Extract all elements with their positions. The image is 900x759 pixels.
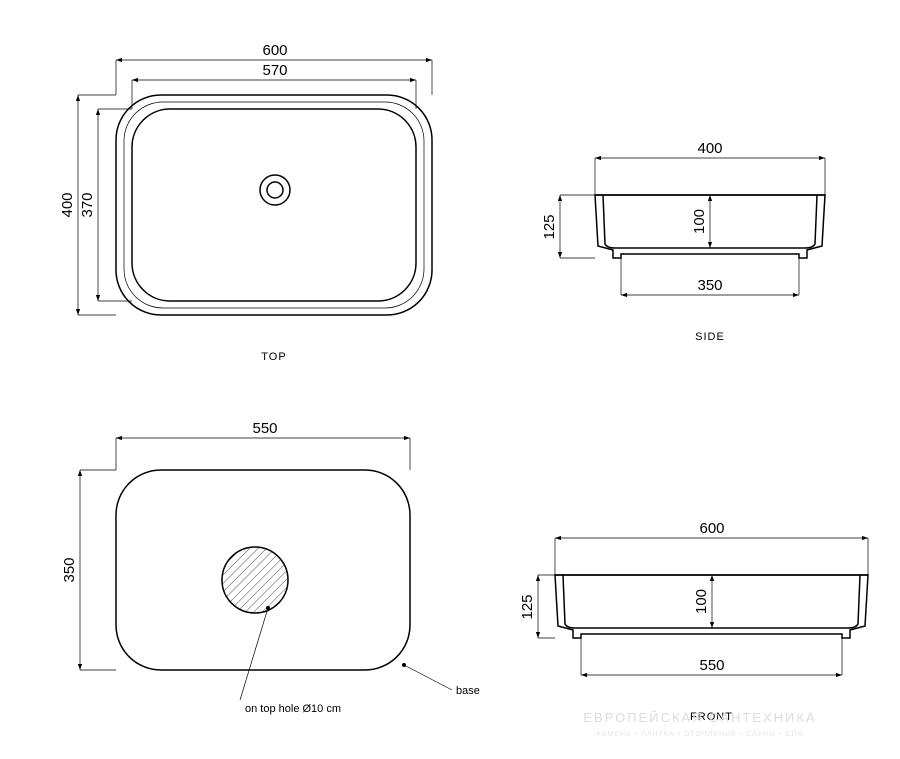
svg-text:570: 570 xyxy=(262,62,287,79)
svg-text:100: 100 xyxy=(693,589,710,614)
svg-text:600: 600 xyxy=(262,42,287,59)
svg-text:550: 550 xyxy=(252,420,277,437)
base-view xyxy=(116,470,410,670)
svg-text:350: 350 xyxy=(61,557,78,582)
svg-text:125: 125 xyxy=(519,594,536,619)
svg-text:370: 370 xyxy=(79,192,96,217)
side-view-label: SIDE xyxy=(695,331,725,343)
top-view-label: TOP xyxy=(261,351,286,363)
svg-text:125: 125 xyxy=(541,214,558,239)
svg-text:400: 400 xyxy=(697,140,722,157)
front-view xyxy=(555,575,868,638)
svg-text:350: 350 xyxy=(697,277,722,294)
svg-text:600: 600 xyxy=(699,520,724,537)
base-label: base xyxy=(456,685,480,697)
svg-text:400: 400 xyxy=(59,192,76,217)
top-view xyxy=(116,95,432,315)
svg-text:100: 100 xyxy=(691,209,708,234)
svg-text:550: 550 xyxy=(699,657,724,674)
watermark-line2: КАМЕНЬ • ПЛИТКА • ОТОПЛЕНИЕ • САУНЫ • СП… xyxy=(597,731,804,738)
watermark-line1: ЕВРОПЕЙСКАЯ САНТЕХНИКА xyxy=(583,710,816,725)
technical-drawing: 600570400370TOP400350125100SIDE600550125… xyxy=(0,0,900,754)
hole-label: on top hole Ø10 cm xyxy=(245,703,341,715)
